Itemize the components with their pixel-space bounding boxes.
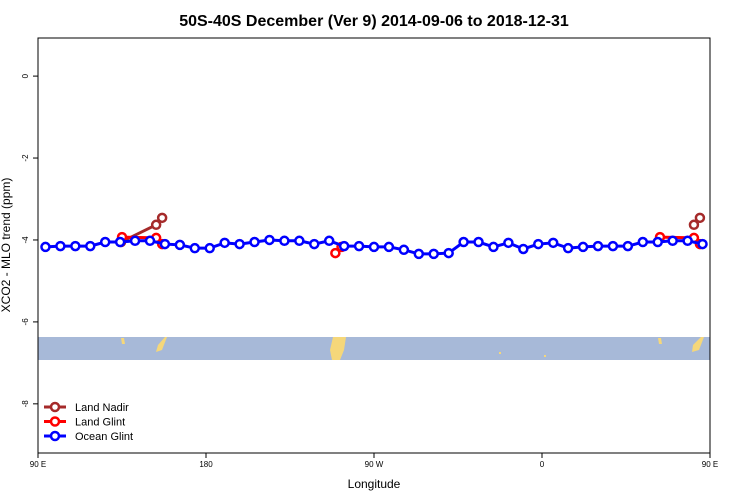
point <box>330 247 341 259</box>
y-tick-label: -2 <box>21 154 30 162</box>
point <box>488 241 499 253</box>
ocean-strip <box>38 337 710 360</box>
point <box>368 241 380 253</box>
point <box>398 244 410 256</box>
point <box>279 235 290 247</box>
point <box>503 237 514 249</box>
point <box>204 242 215 254</box>
point <box>40 241 51 253</box>
land <box>121 338 125 344</box>
point <box>264 234 275 246</box>
land <box>544 355 546 357</box>
point <box>383 241 395 253</box>
legend-label: Land Nadir <box>75 402 129 414</box>
point <box>428 248 439 260</box>
point <box>189 242 201 254</box>
point <box>562 242 574 254</box>
legend-label: Ocean Glint <box>75 431 133 443</box>
point <box>577 241 589 253</box>
point <box>607 240 619 252</box>
point <box>413 248 425 260</box>
point <box>55 240 66 252</box>
point <box>144 235 156 247</box>
point <box>159 238 171 250</box>
y-tick-label: -4 <box>21 236 30 244</box>
y-tick-label: -8 <box>21 400 30 408</box>
point <box>652 236 663 248</box>
point <box>294 235 305 247</box>
point <box>518 243 529 255</box>
point <box>156 212 168 224</box>
point <box>129 235 141 247</box>
point <box>622 240 634 252</box>
point <box>309 238 320 250</box>
point <box>70 240 81 252</box>
x-axis-label: Longitude <box>348 477 401 491</box>
point <box>473 236 484 248</box>
legend-marker <box>49 401 61 413</box>
chart-title: 50S-40S December (Ver 9) 2014-09-06 to 2… <box>179 13 569 30</box>
legend-marker <box>49 416 61 427</box>
legend-marker <box>49 430 61 442</box>
point <box>99 236 111 248</box>
land <box>156 337 167 352</box>
land <box>658 338 662 344</box>
x-tick-label: 90 W <box>365 460 384 469</box>
y-axis-label: XCO2 - MLO trend (ppm) <box>0 178 13 313</box>
point <box>443 247 454 259</box>
y-tick-label: -6 <box>21 318 30 326</box>
x-tick-label: 180 <box>199 460 213 469</box>
land <box>692 337 704 352</box>
point <box>688 219 700 231</box>
x-tick-label: 90 E <box>30 460 46 469</box>
point <box>682 235 693 247</box>
point <box>234 238 245 250</box>
point <box>547 237 559 249</box>
land <box>330 337 346 360</box>
point <box>353 240 365 252</box>
series-line <box>120 216 702 244</box>
point <box>338 240 350 252</box>
point <box>114 236 126 248</box>
point <box>323 235 335 247</box>
point <box>85 240 96 252</box>
point <box>249 236 260 248</box>
x-tick-label: 0 <box>540 460 545 469</box>
point <box>694 212 706 224</box>
point <box>533 238 544 250</box>
point <box>150 219 162 231</box>
point <box>637 236 649 248</box>
map-strip <box>38 337 710 360</box>
legend-label: Land Glint <box>75 417 125 429</box>
point <box>174 239 186 251</box>
point <box>219 237 230 249</box>
point <box>458 236 469 248</box>
point <box>592 240 604 252</box>
point <box>667 235 678 247</box>
y-tick-label: 0 <box>21 73 30 78</box>
point <box>697 238 708 250</box>
land <box>499 352 501 354</box>
x-tick-label: 90 E <box>702 460 718 469</box>
